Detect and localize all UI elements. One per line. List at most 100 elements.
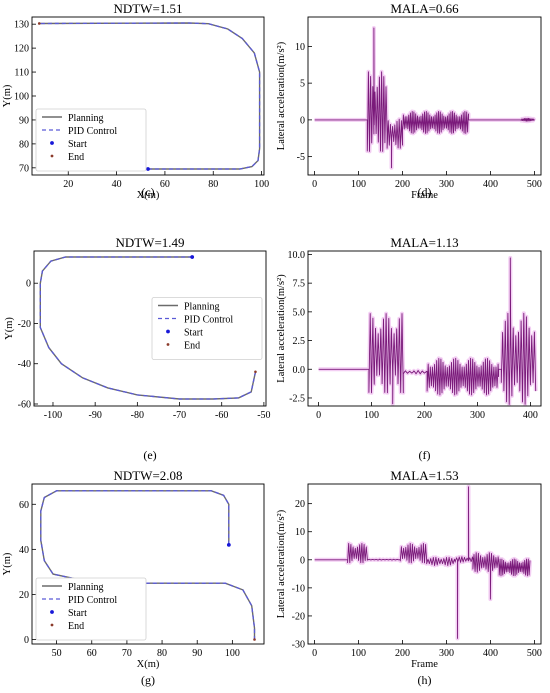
x-tick-label: 80 — [157, 648, 167, 659]
y-tick-label: -60 — [18, 399, 31, 410]
panel-caption: (g) — [141, 673, 155, 687]
y-axis-label: Y(m) — [2, 552, 13, 575]
y-tick-label: 130 — [14, 20, 29, 31]
x-tick-label: -60 — [215, 410, 228, 421]
legend-box — [35, 108, 147, 172]
y-tick-label: 70 — [19, 163, 29, 174]
y-axis-label: Y(m) — [2, 84, 13, 107]
x-tick-label: 500 — [527, 648, 542, 659]
y-tick-label: 0 — [24, 635, 29, 646]
end-point — [253, 638, 256, 641]
legend-label: Start — [68, 139, 87, 150]
legend-start-swatch — [166, 329, 170, 334]
legend-label: End — [68, 621, 84, 632]
legend-label: Planning — [68, 113, 104, 124]
legend: Planning PID Control Start End — [35, 577, 147, 641]
legend-end-swatch — [166, 343, 170, 346]
x-tick-label: 100 — [254, 179, 269, 190]
plot-area — [37, 22, 261, 171]
pid-control-path-line — [40, 490, 256, 640]
legend-label: PID Control — [68, 595, 117, 606]
legend-box — [35, 577, 147, 641]
legend-label: Planning — [68, 582, 104, 593]
chart-title: MALA=1.53 — [390, 468, 458, 483]
y-tick-label: 5.0 — [293, 307, 306, 318]
y-tick-label: 110 — [14, 68, 29, 79]
y-tick-label: -20 — [292, 611, 305, 622]
legend-label: Planning — [184, 302, 220, 313]
chart-title: NDTW=2.08 — [113, 468, 182, 483]
plot-area — [312, 484, 532, 641]
y-tick-label: 0 — [26, 279, 31, 290]
x-tick-label: 400 — [483, 648, 498, 659]
y-tick-label: -5 — [297, 152, 305, 163]
chart-title: NDTW=1.49 — [115, 235, 184, 250]
x-tick-label: 300 — [439, 648, 454, 659]
y-tick-label: 10 — [295, 527, 305, 538]
legend-label: End — [68, 152, 84, 163]
y-tick-label: 20 — [295, 499, 305, 510]
x-axis-label: X(m) — [137, 190, 160, 201]
end-point — [37, 22, 41, 25]
y-tick-label: 90 — [19, 115, 29, 126]
x-tick-label: 300 — [439, 179, 454, 190]
y-tick-label: 80 — [19, 139, 29, 150]
panel-caption: (f) — [419, 448, 431, 462]
y-tick-label: 10 — [295, 42, 305, 53]
x-tick-label: -80 — [131, 410, 144, 421]
y-tick-label: -2.5 — [289, 393, 305, 404]
x-tick-label: 400 — [523, 410, 538, 421]
y-tick-label: -30 — [292, 640, 305, 651]
x-tick-label: 200 — [395, 648, 410, 659]
plot-area — [40, 490, 256, 641]
y-tick-label: -40 — [18, 359, 31, 370]
panel-f: MALA=1.13 0 100 200 300 400 -2.5 0.0 2.5 5.0 7.5 10… — [276, 235, 542, 462]
axes-frame — [307, 483, 542, 645]
acceleration-line — [314, 27, 535, 169]
pid-control-path-line — [39, 256, 257, 400]
axes-frame — [31, 16, 265, 176]
panel-h: MALA=1.53 0 100 200 300 400 500 -30 -20 -10 0 10 20 F… — [276, 468, 542, 687]
start-point — [226, 542, 231, 547]
y-tick-label: 5 — [300, 79, 305, 90]
x-tick-label: 20 — [63, 179, 73, 190]
panel-d: MALA=0.66 0 100 200 300 400 500 -5 0 5 10 Frame Late… — [276, 1, 542, 201]
y-axis-label: Lateral acceleration(m/s²) — [276, 509, 287, 618]
axes-frame — [33, 250, 267, 407]
y-axis-label: Y(m) — [4, 317, 15, 340]
x-tick-label: 400 — [483, 179, 498, 190]
y-tick-label: -20 — [18, 319, 31, 330]
y-tick-label: -10 — [292, 583, 305, 594]
axes-frame — [31, 483, 265, 645]
x-tick-label: -50 — [257, 410, 270, 421]
legend-box — [151, 297, 263, 360]
acceleration-line — [314, 486, 531, 639]
y-axis-label: Lateral acceleration(m/s²) — [276, 41, 287, 150]
plot-area — [39, 255, 257, 400]
legend-end-swatch — [50, 154, 54, 158]
x-tick-label: 60 — [160, 179, 170, 190]
x-tick-label: 40 — [112, 179, 122, 190]
legend-label: PID Control — [184, 315, 233, 326]
x-tick-label: 100 — [225, 648, 240, 659]
x-axis-label: Frame — [411, 190, 438, 201]
panel-e: NDTW=1.49 -100 -90 -80 -70 -60 -50 -60 -40 -20 0 Y(… — [4, 235, 271, 462]
x-tick-label: 0 — [316, 410, 321, 421]
acceleration-line — [318, 257, 537, 405]
plot-area — [316, 255, 538, 406]
panel-caption: (c) — [141, 185, 154, 199]
panel-caption: (d) — [418, 185, 432, 199]
legend-label: End — [184, 341, 200, 352]
legend-label: PID Control — [68, 126, 117, 137]
axes-frame — [307, 16, 542, 176]
x-tick-label: -100 — [44, 410, 62, 421]
x-tick-label: 300 — [470, 410, 485, 421]
x-tick-label: 70 — [122, 648, 132, 659]
x-tick-label: 90 — [192, 648, 202, 659]
panel-caption: (e) — [143, 448, 156, 462]
y-tick-label: 10.0 — [288, 250, 306, 261]
x-tick-label: 100 — [364, 410, 379, 421]
start-point — [146, 167, 150, 171]
y-tick-label: 2.5 — [293, 336, 306, 347]
x-tick-label: -90 — [88, 410, 101, 421]
